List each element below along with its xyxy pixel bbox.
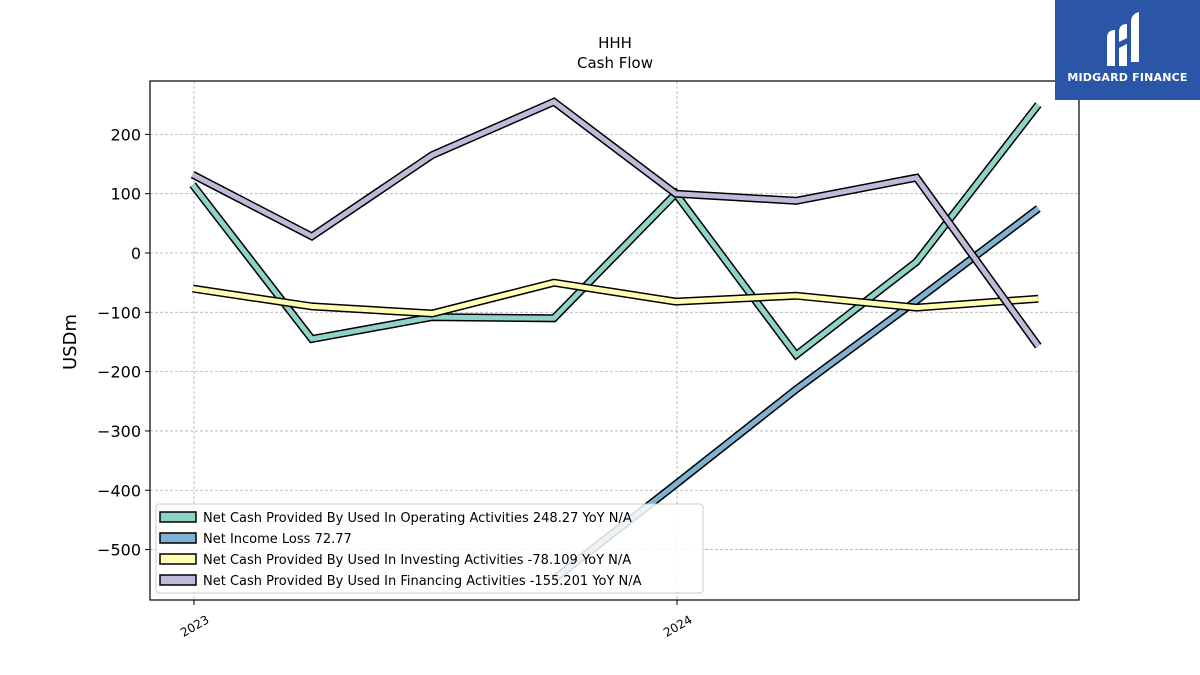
legend-item: Net Cash Provided By Used In Operating A… bbox=[159, 511, 632, 526]
legend-swatch bbox=[159, 553, 197, 565]
series-4 bbox=[190, 97, 1042, 349]
y-tick-label: −200 bbox=[97, 363, 141, 382]
y-tick-label: −400 bbox=[97, 481, 141, 500]
legend-label: Net Income Loss 72.77 bbox=[203, 532, 352, 547]
plot-frame bbox=[149, 80, 1080, 601]
series-1 bbox=[189, 102, 1042, 361]
legend-swatch bbox=[159, 532, 197, 544]
x-tick-label: 2023 bbox=[178, 612, 211, 639]
y-tick-label: −100 bbox=[97, 303, 141, 322]
legend-item: Net Income Loss 72.77 bbox=[159, 532, 352, 547]
chart-title: HHH bbox=[598, 34, 632, 52]
legend-box bbox=[155, 503, 704, 594]
series-3 bbox=[192, 278, 1039, 318]
legend: Net Cash Provided By Used In Operating A… bbox=[155, 503, 704, 594]
series-line bbox=[191, 98, 1041, 348]
legend-label: Net Cash Provided By Used In Investing A… bbox=[203, 553, 631, 568]
legend-item: Net Cash Provided By Used In Investing A… bbox=[159, 553, 631, 568]
y-tick-label: 200 bbox=[110, 125, 141, 144]
legend-swatch bbox=[159, 574, 197, 586]
logo-mark-icon bbox=[1107, 12, 1139, 66]
legend-label: Net Cash Provided By Used In Financing A… bbox=[203, 574, 642, 589]
chart-subtitle: Cash Flow bbox=[577, 54, 653, 72]
y-tick-label: −300 bbox=[97, 422, 141, 441]
midgard-finance-logo: MIDGARD FINANCE bbox=[1055, 0, 1200, 100]
y-tick-label: −500 bbox=[97, 541, 141, 560]
series-line bbox=[190, 103, 1041, 359]
logo-text: MIDGARD FINANCE bbox=[1067, 71, 1188, 84]
y-tick-label: 0 bbox=[131, 244, 141, 263]
legend-label: Net Cash Provided By Used In Operating A… bbox=[203, 511, 632, 526]
legend-item: Net Cash Provided By Used In Financing A… bbox=[159, 574, 642, 589]
y-tick-label: 100 bbox=[110, 185, 141, 204]
x-tick-label: 2024 bbox=[661, 612, 694, 639]
y-axis-label: USDm bbox=[60, 314, 81, 370]
axis-ticks: 200 100 0 −100 −200 −300 −400 −500 2023 2024 bbox=[97, 125, 694, 639]
series-line bbox=[192, 280, 1039, 317]
legend-swatch bbox=[159, 511, 197, 523]
